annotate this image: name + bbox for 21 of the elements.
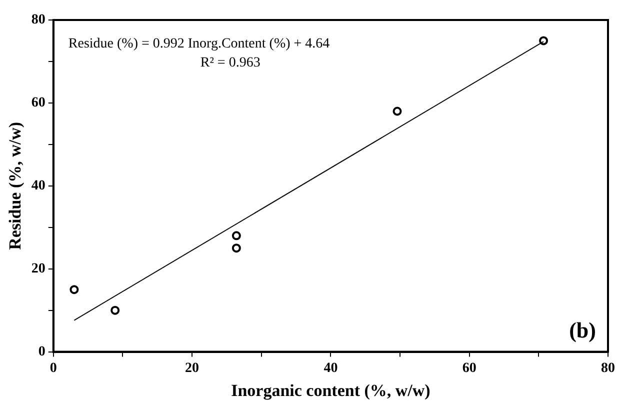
point [110, 306, 120, 315]
point [232, 244, 241, 253]
x-tick-label: 40 [324, 360, 338, 376]
point [232, 231, 241, 240]
point [539, 36, 548, 46]
x-tick-label: 0 [50, 360, 57, 376]
y-tick-label: 60 [31, 96, 46, 111]
point [70, 285, 79, 294]
annotation: Residue (%) = 0.992 Inorg.Content (%) + 4.64 [68, 36, 330, 52]
x-tick-label: 80 [601, 360, 615, 376]
y-tick-label: 80 [31, 12, 46, 28]
y-tick-label: 40 [31, 178, 46, 194]
y-tick-label: 20 [31, 261, 46, 276]
x-tick-label: 20 [185, 360, 200, 376]
annotation: (b) [569, 317, 596, 342]
annotation: R² = 0.963 [200, 56, 260, 71]
y-axis-title: Residue (%, w/w) [6, 122, 25, 250]
x-axis-title: Inorganic content (%, w/w) [231, 381, 430, 400]
y-tick-label: 0 [38, 344, 46, 360]
x-tick-label: 60 [462, 360, 476, 376]
point [392, 106, 402, 116]
